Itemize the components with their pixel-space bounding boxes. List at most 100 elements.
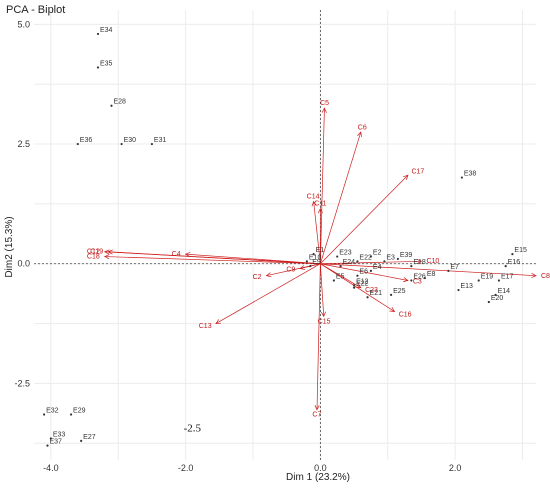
point-label: E22 (356, 281, 369, 288)
variable-label: C18 (87, 253, 100, 260)
point-label: E1 (316, 247, 325, 254)
point-label: E3 (386, 254, 395, 261)
point-e13: E13 (457, 283, 474, 292)
point-label: E12 (356, 278, 369, 285)
y-tick-label: 2.5 (17, 139, 30, 149)
variable-label: C15 (318, 318, 331, 325)
point-label: E27 (83, 434, 96, 441)
point-e33: E33 (49, 431, 66, 440)
variable-arrow-c8: C8 (320, 263, 550, 280)
point-e29: E29 (69, 408, 86, 416)
variable-label: C5 (320, 100, 329, 107)
point-e25: E25 (390, 288, 406, 296)
point-e24: E24 (339, 259, 356, 268)
y-axis-title: Dim2 (15.3%) (4, 216, 15, 277)
point-e39: E39 (396, 252, 413, 261)
point-label: E10 (309, 254, 322, 261)
variable-arrow-c5: C5 (320, 100, 329, 264)
point-e18: E18 (410, 259, 426, 268)
annotation-text: -2.5 (184, 422, 202, 434)
point-e22: E22 (356, 254, 372, 263)
point-label: E30 (124, 137, 137, 144)
point-e26: E26 (410, 273, 426, 282)
point-e16: E16 (504, 259, 521, 268)
variable-arrow-c17: C17 (320, 169, 424, 264)
variable-arrow-c13: C13 (199, 263, 321, 330)
point-e8: E8 (423, 271, 436, 280)
point-label: E8 (427, 271, 436, 278)
point-label: E31 (154, 137, 167, 144)
variable-arrow-c19: C19 (90, 248, 321, 265)
point-label: E16 (508, 259, 521, 266)
variable-label: C19 (90, 248, 103, 255)
variable-label: C3 (413, 278, 422, 285)
x-tick-label: 2.0 (449, 463, 462, 473)
variable-arrow-c4: C4 (172, 251, 321, 265)
variable-label: C9 (286, 267, 295, 274)
point-e3: E3 (383, 254, 395, 263)
point-e4: E4 (369, 264, 382, 273)
point-e34: E34 (96, 27, 113, 36)
point-e31: E31 (150, 137, 167, 146)
variable-label: C12 (87, 248, 100, 255)
point-label: E32 (46, 408, 59, 415)
point-e22: E22 (352, 281, 369, 289)
variable-arrow-c11: C11 (314, 201, 327, 264)
variable-label: C16 (399, 311, 412, 318)
point-e21: E21 (366, 290, 382, 299)
point-e6: E6 (356, 269, 368, 277)
point-e23: E23 (336, 250, 352, 258)
y-tick-label: 5.0 (17, 19, 30, 29)
point-e20: E20 (487, 295, 504, 304)
y-tick-label: -2.5 (14, 378, 30, 388)
point-e30: E30 (120, 137, 137, 146)
point-e5: E5 (332, 273, 345, 282)
variable-arrow-c3: C3 (320, 263, 422, 285)
point-label: E34 (100, 27, 113, 34)
point-label: E36 (80, 137, 93, 144)
variable-label: C2 (253, 274, 262, 281)
point-label: E37 (49, 439, 62, 446)
point-e38: E38 (460, 171, 476, 179)
variable-label: C13 (199, 323, 212, 330)
x-tick-label: -4.0 (43, 463, 59, 473)
y-tick-label: 0.0 (17, 259, 30, 269)
point-label: E24 (343, 259, 356, 266)
variable-arrow-c14: C14 (307, 194, 321, 264)
variable-label: C11 (314, 201, 326, 208)
point-e10: E10 (305, 254, 322, 263)
point-label: E26 (413, 273, 426, 280)
variable-label: C6 (358, 124, 367, 131)
point-label: E33 (53, 431, 66, 438)
point-label: E35 (100, 60, 113, 67)
zero-lines (34, 10, 536, 460)
variable-arrow-c10: C10 (320, 258, 439, 265)
point-label: E20 (491, 295, 504, 302)
x-tick-label: -2.0 (178, 463, 194, 473)
variable-label: C8 (541, 273, 550, 280)
point-e28: E28 (110, 99, 126, 107)
point-e14: E14 (494, 288, 510, 296)
variable-label: C7 (312, 412, 321, 419)
grid (34, 10, 536, 460)
point-label: E5 (336, 273, 345, 280)
point-e17: E17 (497, 273, 514, 282)
point-e36: E36 (76, 137, 93, 146)
variable-label: C17 (411, 169, 424, 176)
point-label: E19 (481, 273, 494, 280)
variable-arrow-c18: C18 (87, 253, 321, 265)
point-e35: E35 (96, 60, 113, 69)
x-axis-title: Dim 1 (23.2%) (286, 472, 350, 483)
point-label: E15 (514, 247, 527, 254)
point-label: E39 (400, 252, 413, 259)
variable-label: C4 (172, 251, 181, 258)
point-label: E4 (373, 264, 382, 271)
point-e15: E15 (511, 247, 527, 256)
point-label: E13 (461, 283, 474, 290)
point-e1: E1 (312, 247, 325, 256)
point-e37: E37 (46, 439, 62, 447)
point-label: E18 (413, 259, 426, 266)
